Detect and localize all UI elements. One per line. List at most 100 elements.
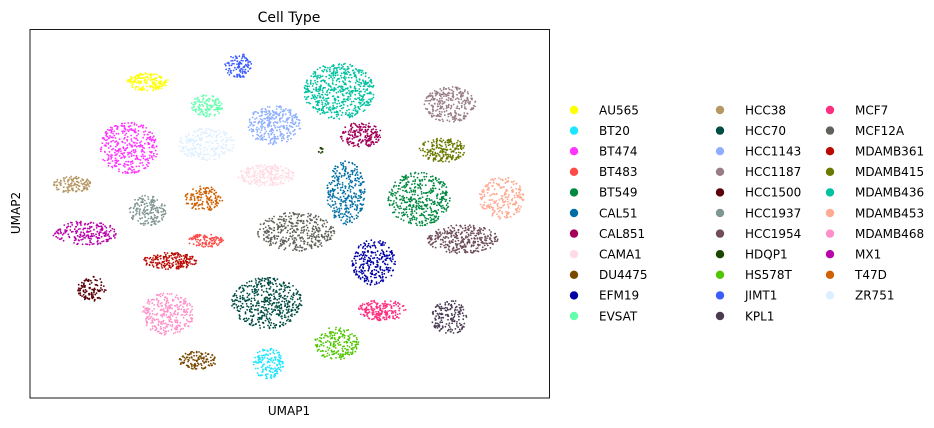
scatter-point bbox=[381, 276, 384, 279]
scatter-point bbox=[282, 169, 285, 172]
scatter-point bbox=[352, 186, 355, 189]
scatter-point bbox=[351, 216, 354, 218]
scatter-point bbox=[355, 262, 357, 264]
scatter-point bbox=[449, 232, 452, 235]
scatter-point bbox=[457, 326, 459, 328]
scatter-point bbox=[391, 203, 394, 206]
scatter-point bbox=[437, 314, 440, 316]
scatter-point bbox=[479, 244, 481, 246]
scatter-point bbox=[140, 124, 143, 127]
scatter-point bbox=[434, 92, 437, 95]
scatter-point bbox=[205, 94, 208, 97]
scatter-point bbox=[258, 354, 260, 357]
scatter-point bbox=[400, 202, 403, 205]
scatter-point bbox=[402, 197, 405, 200]
scatter-point bbox=[147, 141, 150, 144]
scatter-point bbox=[340, 332, 342, 335]
scatter-point bbox=[366, 134, 369, 137]
scatter-point bbox=[453, 229, 456, 232]
scatter-point bbox=[143, 211, 146, 214]
scatter-point bbox=[443, 114, 446, 117]
scatter-point bbox=[265, 110, 268, 113]
scatter-point bbox=[374, 245, 377, 247]
scatter-point bbox=[149, 73, 152, 75]
scatter-point bbox=[202, 236, 205, 239]
scatter-point bbox=[239, 297, 242, 300]
scatter-point bbox=[397, 184, 400, 187]
scatter-point bbox=[358, 180, 360, 183]
scatter-point bbox=[447, 106, 450, 109]
scatter-point bbox=[269, 293, 272, 296]
scatter-point bbox=[279, 130, 282, 133]
scatter-point bbox=[269, 130, 271, 133]
scatter-point bbox=[480, 232, 482, 235]
scatter-point bbox=[249, 183, 252, 185]
scatter-point bbox=[371, 309, 374, 312]
scatter-point bbox=[269, 171, 271, 173]
scatter-point bbox=[261, 371, 264, 373]
scatter-point bbox=[435, 109, 437, 112]
scatter-point bbox=[274, 280, 277, 282]
scatter-point bbox=[267, 324, 269, 327]
scatter-point bbox=[258, 324, 261, 327]
scatter-point bbox=[432, 182, 435, 185]
scatter-point bbox=[331, 200, 334, 203]
scatter-point bbox=[103, 137, 105, 140]
scatter-point bbox=[450, 250, 453, 253]
scatter-point bbox=[266, 313, 268, 316]
scatter-point bbox=[192, 358, 195, 361]
scatter-point bbox=[298, 119, 301, 122]
scatter-point bbox=[155, 87, 158, 90]
scatter-point bbox=[75, 175, 78, 178]
scatter-point bbox=[362, 245, 365, 248]
scatter-point bbox=[185, 364, 188, 367]
scatter-point bbox=[274, 359, 277, 361]
scatter-point bbox=[68, 189, 71, 192]
scatter-point bbox=[144, 206, 146, 209]
scatter-point bbox=[187, 366, 190, 368]
scatter-point bbox=[370, 255, 372, 257]
scatter-point bbox=[348, 216, 351, 219]
scatter-point bbox=[482, 249, 484, 251]
scatter-point bbox=[364, 138, 366, 141]
scatter-point bbox=[255, 111, 257, 113]
scatter-point bbox=[440, 89, 443, 92]
scatter-point bbox=[492, 243, 494, 245]
scatter-point bbox=[247, 126, 250, 129]
scatter-point bbox=[107, 147, 110, 149]
scatter-point bbox=[349, 191, 352, 193]
scatter-point bbox=[126, 136, 129, 138]
scatter-point bbox=[367, 269, 370, 272]
scatter-point bbox=[89, 286, 91, 289]
scatter-point bbox=[320, 343, 322, 346]
scatter-point bbox=[89, 181, 92, 183]
scatter-point bbox=[369, 134, 372, 137]
scatter-point bbox=[109, 145, 112, 148]
scatter-point bbox=[276, 122, 278, 124]
scatter-point bbox=[354, 134, 356, 136]
scatter-point bbox=[472, 232, 475, 235]
scatter-point bbox=[100, 146, 103, 149]
scatter-point bbox=[432, 109, 435, 111]
scatter-point bbox=[365, 279, 368, 282]
scatter-point bbox=[421, 178, 424, 181]
scatter-point bbox=[399, 198, 401, 201]
scatter-point bbox=[344, 169, 346, 172]
scatter-point bbox=[287, 138, 289, 141]
scatter-point bbox=[376, 141, 378, 144]
scatter-point bbox=[203, 239, 206, 241]
scatter-point bbox=[366, 278, 369, 280]
scatter-point bbox=[129, 144, 132, 146]
scatter-point bbox=[405, 206, 408, 209]
scatter-point bbox=[352, 335, 355, 337]
scatter-point bbox=[379, 315, 381, 317]
scatter-point bbox=[409, 218, 411, 220]
scatter-point bbox=[463, 248, 465, 251]
scatter-point bbox=[459, 224, 462, 227]
scatter-point bbox=[398, 307, 401, 310]
scatter-point bbox=[281, 176, 284, 179]
scatter-point bbox=[446, 329, 449, 332]
scatter-point bbox=[138, 158, 140, 161]
scatter-point bbox=[273, 374, 276, 376]
scatter-point bbox=[97, 290, 100, 292]
